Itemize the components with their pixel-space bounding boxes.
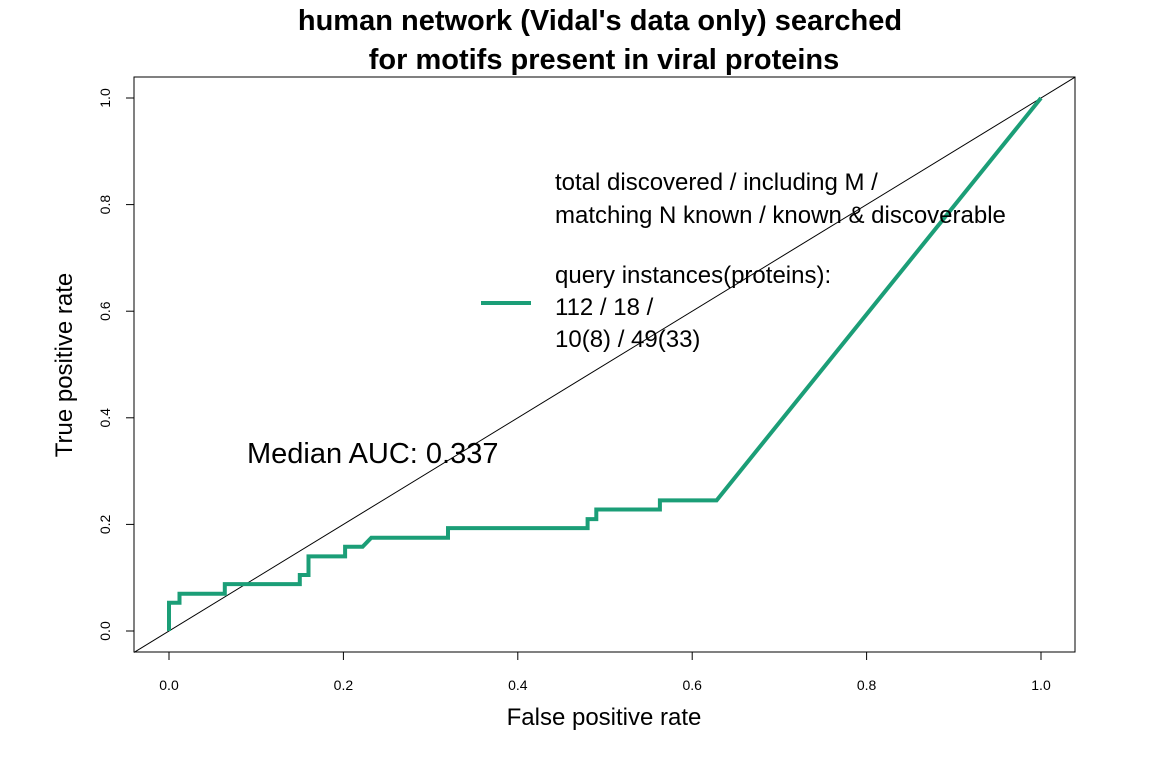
x-axis-label: False positive rate — [507, 704, 702, 731]
chart-title-line-1: human network (Vidal's data only) search… — [298, 5, 902, 37]
x-tick-label: 0.0 — [159, 677, 179, 693]
x-tick-label: 0.2 — [334, 677, 354, 693]
y-tick-label: 0.8 — [97, 195, 113, 215]
x-tick-label: 1.0 — [1031, 677, 1051, 693]
legend-header-line-2: matching N known / known & discoverable — [555, 202, 1006, 229]
y-tick-label: 0.4 — [97, 408, 113, 428]
x-axis: 0.0 0.2 0.4 0.6 0.8 1.0 — [159, 651, 1051, 693]
y-tick-label: 0.2 — [97, 514, 113, 534]
legend: total discovered / including M / matchin… — [481, 169, 1006, 353]
y-tick-label: 0.6 — [97, 301, 113, 321]
legend-entry-line-2: 112 / 18 / — [555, 294, 654, 321]
median-auc-annotation: Median AUC: 0.337 — [247, 438, 498, 470]
chart-title: human network (Vidal's data only) search… — [298, 5, 902, 76]
x-tick-label: 0.8 — [857, 677, 877, 693]
y-tick-label: 0.0 — [97, 621, 113, 641]
x-tick-label: 0.6 — [682, 677, 702, 693]
diagonal-reference-line — [133, 76, 1076, 653]
chart-title-line-2: for motifs present in viral proteins — [369, 44, 840, 76]
y-axis-label: True positive rate — [51, 273, 78, 458]
legend-entry-line-3: 10(8) / 49(33) — [555, 326, 700, 353]
y-tick-label: 1.0 — [97, 88, 113, 108]
y-axis: 0.0 0.2 0.4 0.6 0.8 1.0 — [97, 88, 135, 641]
x-tick-label: 0.4 — [508, 677, 528, 693]
roc-curve-line — [167, 96, 1043, 631]
legend-entry-line-1: query instances(proteins): — [555, 262, 831, 289]
legend-header-line-1: total discovered / including M / — [555, 169, 878, 196]
